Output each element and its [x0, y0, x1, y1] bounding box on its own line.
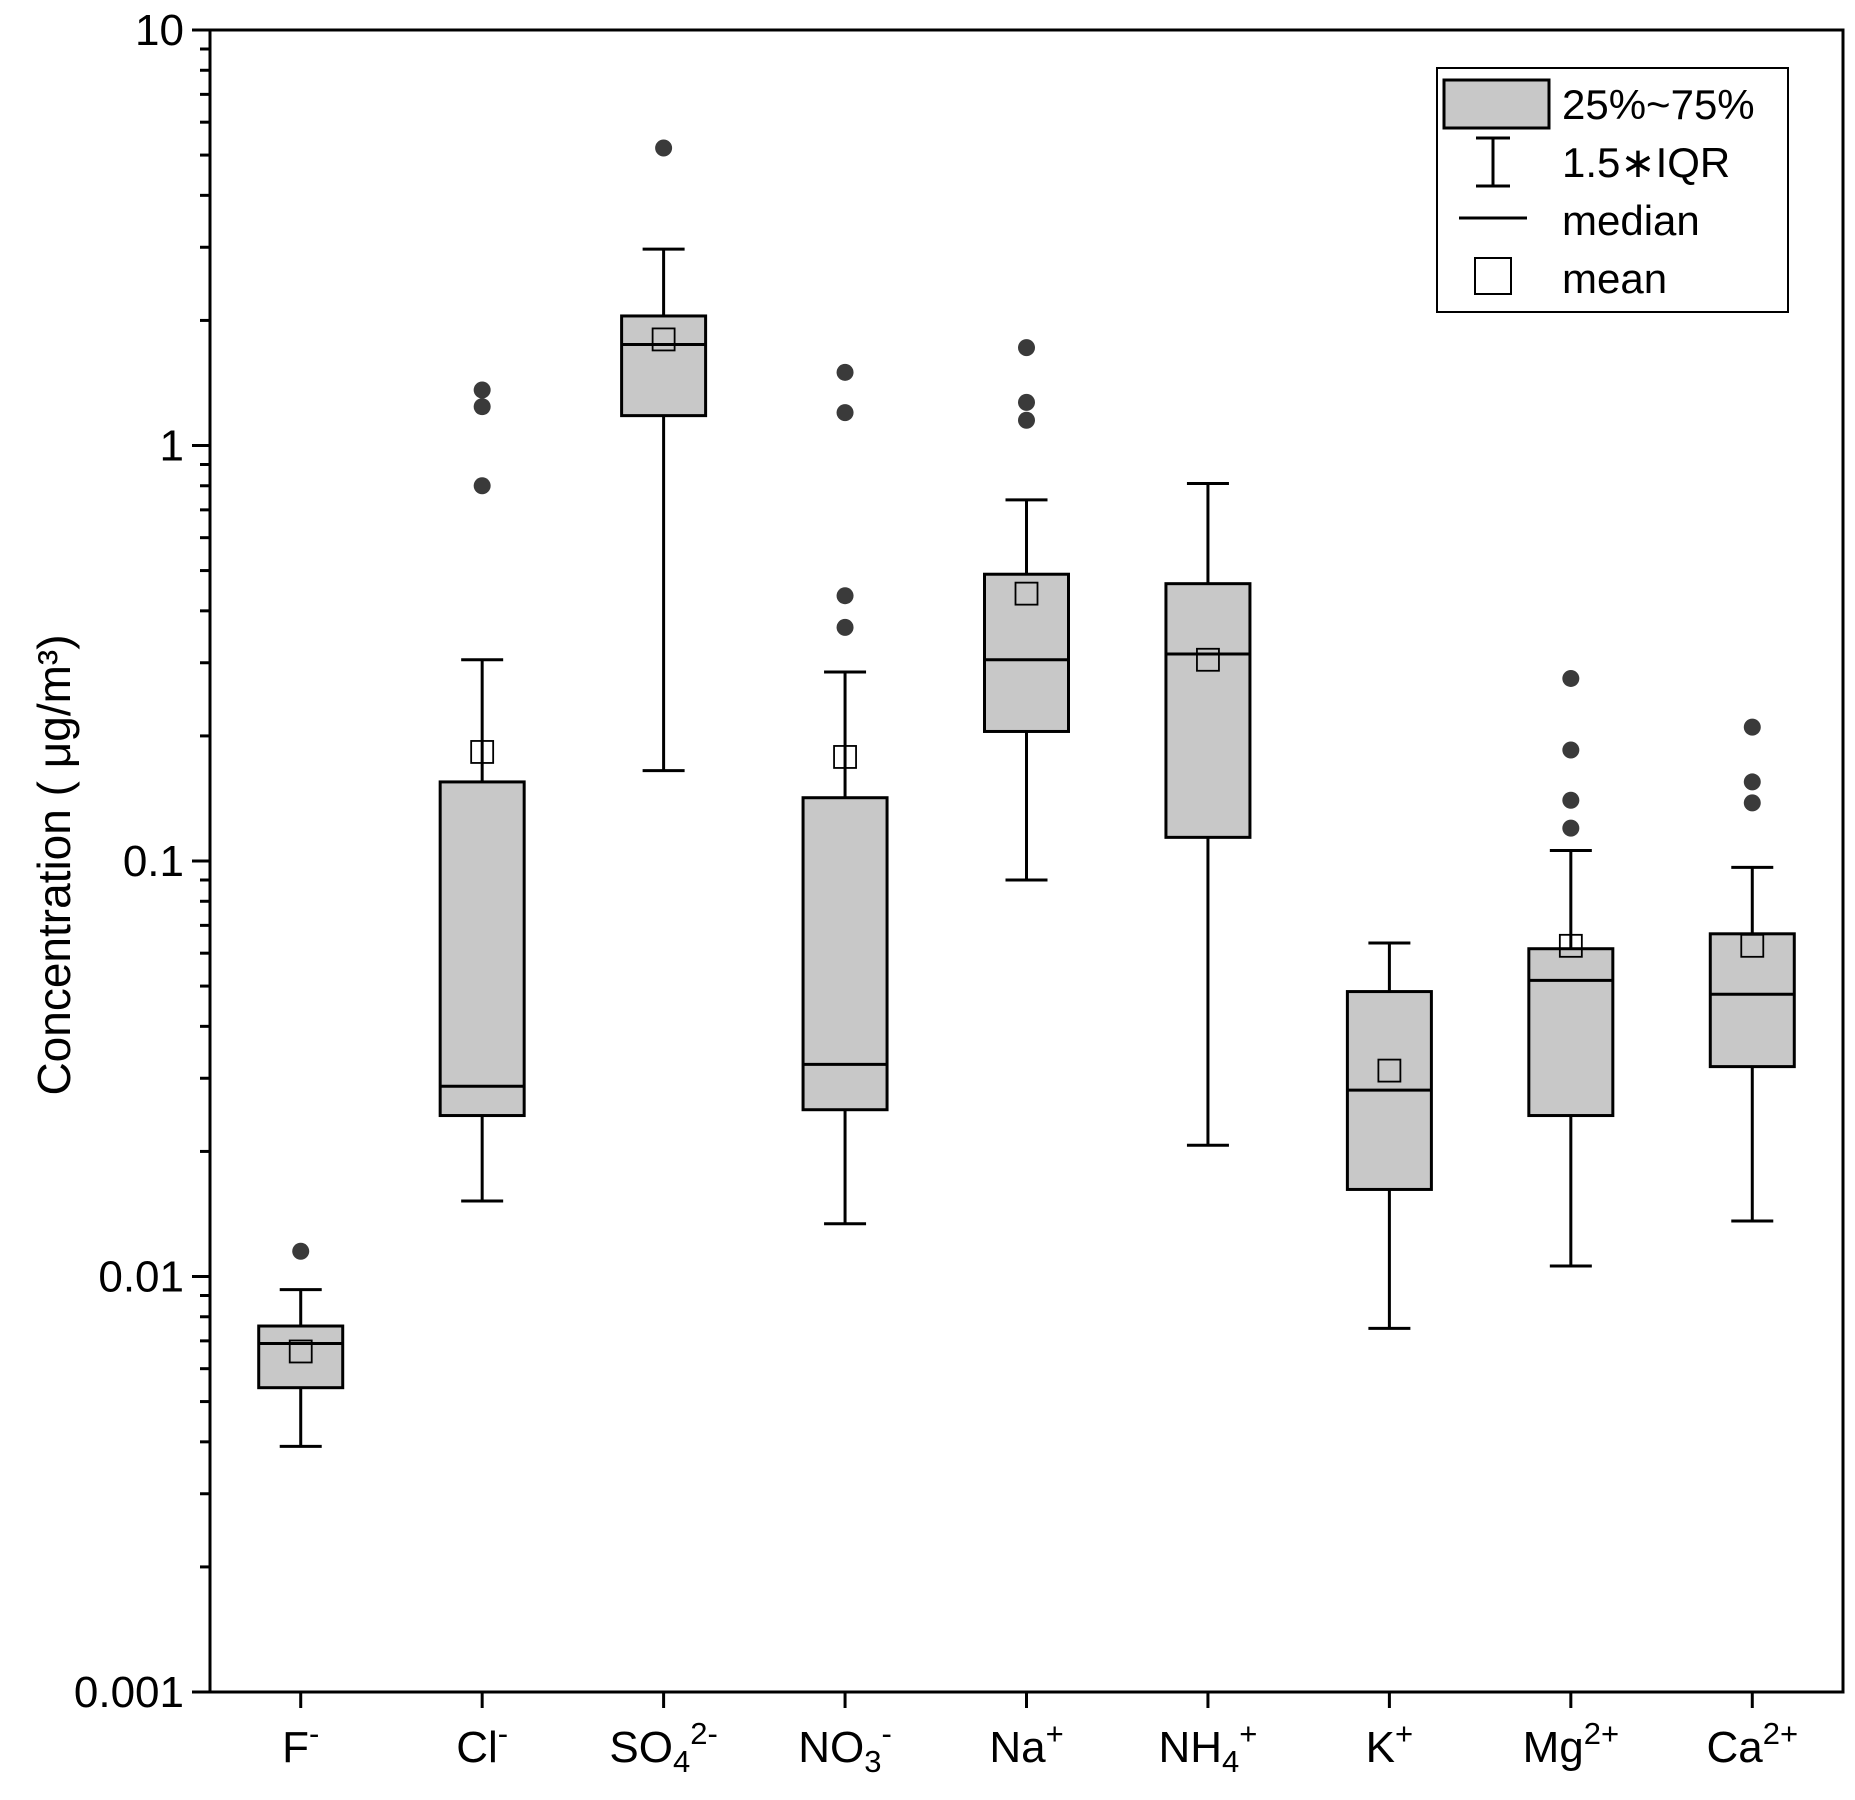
- legend-label: 1.5∗IQR: [1562, 139, 1730, 186]
- outlier-point: [1562, 819, 1580, 837]
- outlier-point: [473, 477, 491, 495]
- y-tick-label: 0.01: [98, 1253, 184, 1302]
- box-group-5: [1164, 482, 1252, 1147]
- outlier-point: [473, 398, 491, 416]
- mean-marker: [1377, 1058, 1402, 1083]
- outlier-point: [1743, 773, 1761, 791]
- legend-box-swatch: [1442, 78, 1551, 130]
- box-group-4: [983, 339, 1070, 882]
- y-tick-label: 0.1: [123, 837, 184, 886]
- mean-marker: [1740, 933, 1765, 958]
- iqr-box: [620, 314, 708, 418]
- mean-marker: [1196, 647, 1220, 672]
- mean-marker: [288, 1339, 313, 1364]
- box-group-0: [257, 1242, 345, 1448]
- iqr-box: [1527, 947, 1615, 1118]
- iqr-box: [438, 780, 526, 1118]
- outlier-point: [1562, 741, 1580, 759]
- box-group-1: [438, 381, 526, 1203]
- iqr-box: [801, 796, 889, 1112]
- iqr-box: [983, 572, 1070, 733]
- outlier-point: [1562, 669, 1580, 687]
- y-tick-label: 10: [135, 6, 184, 55]
- outlier-point: [836, 618, 854, 636]
- x-category-label: SO42-: [609, 1716, 717, 1779]
- y-tick-label: 0.001: [74, 1668, 184, 1717]
- mean-marker: [651, 327, 676, 352]
- x-category-label: K+: [1366, 1716, 1413, 1772]
- outlier-point: [836, 363, 854, 381]
- outlier-point: [1743, 794, 1761, 812]
- box-group-6: [1345, 941, 1433, 1330]
- outlier-point: [1018, 393, 1035, 411]
- x-category-label: Na+: [989, 1716, 1063, 1772]
- mean-marker: [1558, 933, 1583, 958]
- box-group-7: [1527, 669, 1615, 1268]
- legend-mean-swatch: [1474, 257, 1512, 295]
- y-axis-title: Concentration ( μg/m³): [28, 634, 80, 1095]
- outlier-point: [836, 587, 854, 605]
- x-category-label: Ca2+: [1706, 1716, 1798, 1772]
- legend: 25%~75% 1.5∗IQR median mean: [1436, 67, 1789, 313]
- box-group-8: [1708, 718, 1796, 1223]
- outlier-point: [473, 381, 491, 399]
- mean-marker: [470, 740, 495, 764]
- iqr-box: [1708, 932, 1796, 1069]
- axes: 0.001 0.01 0.1 1 10 F- Cl- SO42- NO3- Na+ NH4+ K+ Mg…: [74, 6, 1845, 1779]
- x-category-label: F-: [282, 1716, 319, 1772]
- plot-area: [257, 139, 1796, 1448]
- legend-label: median: [1562, 197, 1700, 244]
- iqr-box: [257, 1324, 345, 1390]
- outlier-point: [292, 1242, 310, 1260]
- outlier-point: [1562, 791, 1580, 809]
- outlier-point: [1018, 411, 1035, 429]
- legend-label: 25%~75%: [1562, 81, 1755, 128]
- iqr-box: [1164, 582, 1252, 839]
- mean-marker: [1014, 581, 1039, 606]
- outlier-point: [836, 404, 854, 422]
- mean-marker: [833, 745, 857, 769]
- outlier-point: [1018, 339, 1035, 357]
- x-category-label: NH4+: [1158, 1716, 1257, 1779]
- box-group-2: [620, 139, 708, 773]
- x-category-label: NO3-: [798, 1716, 892, 1779]
- x-category-label: Mg2+: [1523, 1716, 1619, 1772]
- y-tick-label: 1: [160, 422, 184, 471]
- x-category-label: Cl-: [456, 1716, 508, 1772]
- box-group-3: [801, 363, 889, 1226]
- outlier-point: [1743, 718, 1761, 736]
- outlier-point: [655, 139, 673, 157]
- legend-label: mean: [1562, 255, 1667, 302]
